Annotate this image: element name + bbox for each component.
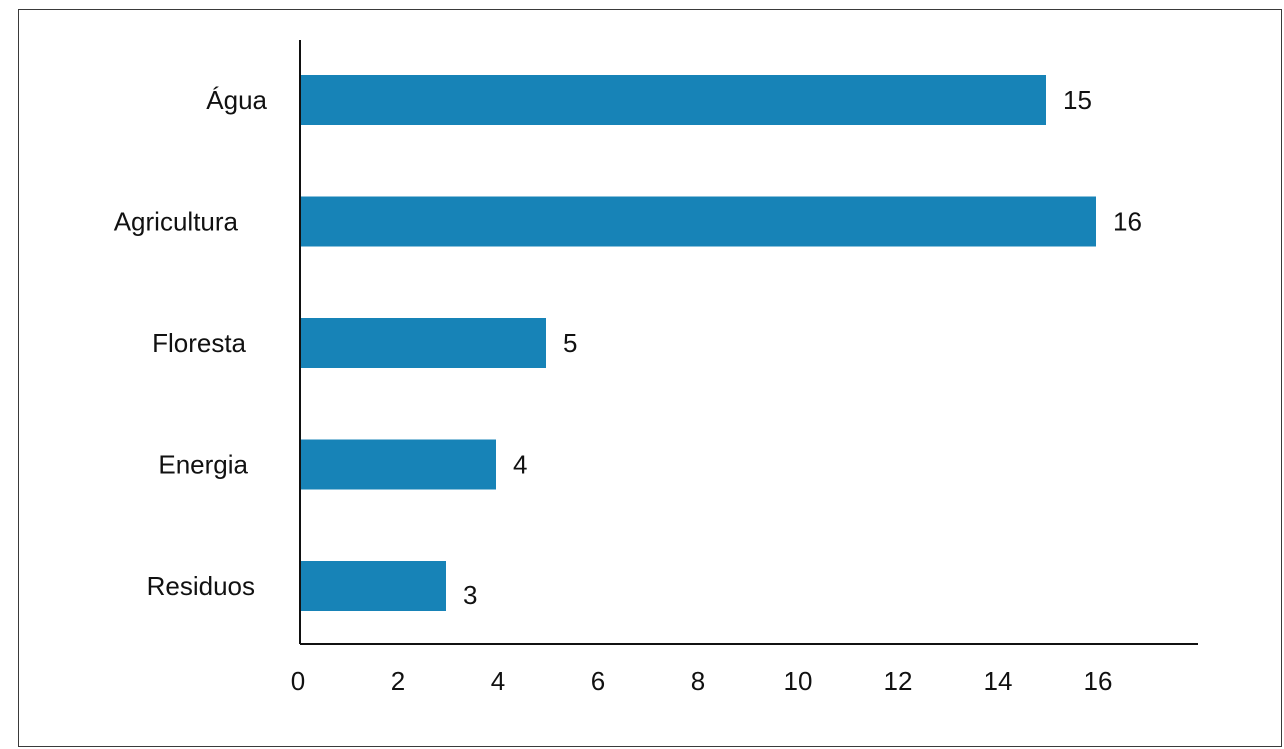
x-tick-label: 6 xyxy=(591,666,605,696)
category-label: Agricultura xyxy=(114,207,239,237)
x-tick-label: 10 xyxy=(784,666,813,696)
category-labels: Água Agricultura Floresta Energia Residuos xyxy=(114,85,268,601)
bar-2 xyxy=(301,318,546,368)
x-tick-label: 4 xyxy=(491,666,505,696)
bar-1 xyxy=(301,196,1096,247)
data-label: 5 xyxy=(563,328,577,358)
data-label: 3 xyxy=(463,580,477,610)
data-label: 15 xyxy=(1063,85,1092,115)
bar-3 xyxy=(301,439,496,490)
bar-4 xyxy=(301,561,446,611)
x-tick-label: 12 xyxy=(884,666,913,696)
x-tick-label: 2 xyxy=(391,666,405,696)
category-label: Água xyxy=(206,85,267,115)
x-tick-label: 0 xyxy=(291,666,305,696)
category-label: Floresta xyxy=(152,328,246,358)
x-tick-label: 16 xyxy=(1084,666,1113,696)
data-label: 16 xyxy=(1113,207,1142,237)
bars-layer xyxy=(301,75,1096,611)
value-labels: 15 16 5 4 3 xyxy=(463,85,1142,610)
category-label: Energia xyxy=(158,450,248,480)
data-label: 4 xyxy=(513,450,527,480)
x-tick-label: 8 xyxy=(691,666,705,696)
x-tick-label: 14 xyxy=(984,666,1013,696)
bar-0 xyxy=(301,75,1046,125)
category-label: Residuos xyxy=(147,571,255,601)
chart-frame xyxy=(18,9,1282,747)
x-tick-labels: 0 2 4 6 8 10 12 14 16 xyxy=(291,666,1113,696)
